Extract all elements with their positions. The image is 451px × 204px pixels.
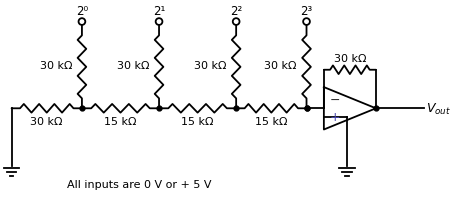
Text: 30 kΩ: 30 kΩ [30, 116, 63, 126]
Text: 15 kΩ: 15 kΩ [181, 116, 213, 126]
Text: 30 kΩ: 30 kΩ [117, 61, 149, 71]
Text: 15 kΩ: 15 kΩ [254, 116, 287, 126]
Text: 2²: 2² [230, 5, 242, 18]
Text: All inputs are 0 V or + 5 V: All inputs are 0 V or + 5 V [67, 180, 212, 190]
Text: 30 kΩ: 30 kΩ [333, 54, 365, 64]
Text: +: + [329, 111, 340, 124]
Text: −: − [329, 94, 340, 107]
Text: 2¹: 2¹ [152, 5, 165, 18]
Text: 30 kΩ: 30 kΩ [264, 61, 296, 71]
Text: 2⁰: 2⁰ [76, 5, 88, 18]
Text: 30 kΩ: 30 kΩ [193, 61, 226, 71]
Text: $V_{out}$: $V_{out}$ [425, 101, 450, 116]
Text: 2³: 2³ [300, 5, 312, 18]
Text: 30 kΩ: 30 kΩ [40, 61, 72, 71]
Text: 15 kΩ: 15 kΩ [104, 116, 137, 126]
